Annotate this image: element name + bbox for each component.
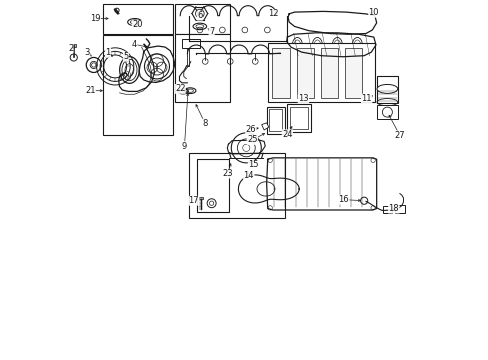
Text: 13: 13: [298, 94, 308, 103]
Text: 8: 8: [202, 119, 207, 128]
Text: 24: 24: [282, 130, 292, 139]
Text: 7: 7: [208, 27, 214, 36]
Bar: [290, 107, 307, 129]
Text: 2: 2: [68, 44, 73, 53]
Bar: [382, 206, 391, 213]
Text: 21: 21: [85, 86, 95, 95]
Text: 16: 16: [338, 195, 348, 204]
Text: 10: 10: [368, 8, 378, 17]
Text: 1: 1: [105, 48, 110, 57]
Bar: [103, 35, 173, 135]
Text: 18: 18: [387, 204, 398, 213]
Bar: [197, 159, 228, 212]
Bar: [345, 48, 362, 98]
Text: 19: 19: [90, 14, 100, 23]
Text: 11: 11: [361, 94, 371, 103]
Text: 12: 12: [268, 9, 279, 18]
Text: 27: 27: [394, 131, 405, 140]
Text: 6: 6: [197, 11, 202, 20]
Text: 20: 20: [132, 21, 142, 30]
Bar: [394, 205, 405, 213]
Bar: [175, 34, 230, 102]
Text: 9: 9: [182, 141, 187, 150]
Text: 26: 26: [245, 126, 256, 135]
Text: 17: 17: [188, 196, 199, 205]
Bar: [287, 104, 310, 132]
Bar: [268, 109, 282, 131]
Text: 5: 5: [123, 52, 128, 61]
Bar: [189, 153, 285, 218]
Bar: [103, 4, 173, 33]
Text: 25: 25: [246, 135, 257, 144]
Text: 23: 23: [222, 169, 232, 178]
Text: 22: 22: [175, 84, 185, 93]
Bar: [267, 43, 374, 102]
Bar: [376, 105, 397, 119]
Bar: [266, 107, 284, 134]
Bar: [198, 197, 203, 199]
Bar: [272, 48, 289, 98]
Text: 4: 4: [132, 40, 137, 49]
Polygon shape: [261, 123, 268, 130]
Text: 3: 3: [84, 48, 90, 57]
Bar: [71, 44, 76, 47]
Ellipse shape: [376, 85, 397, 93]
Bar: [182, 39, 200, 48]
Bar: [296, 48, 313, 98]
Bar: [376, 76, 397, 103]
Bar: [320, 48, 337, 98]
Text: 14: 14: [243, 171, 254, 180]
Bar: [175, 4, 230, 33]
Text: 15: 15: [248, 161, 258, 170]
